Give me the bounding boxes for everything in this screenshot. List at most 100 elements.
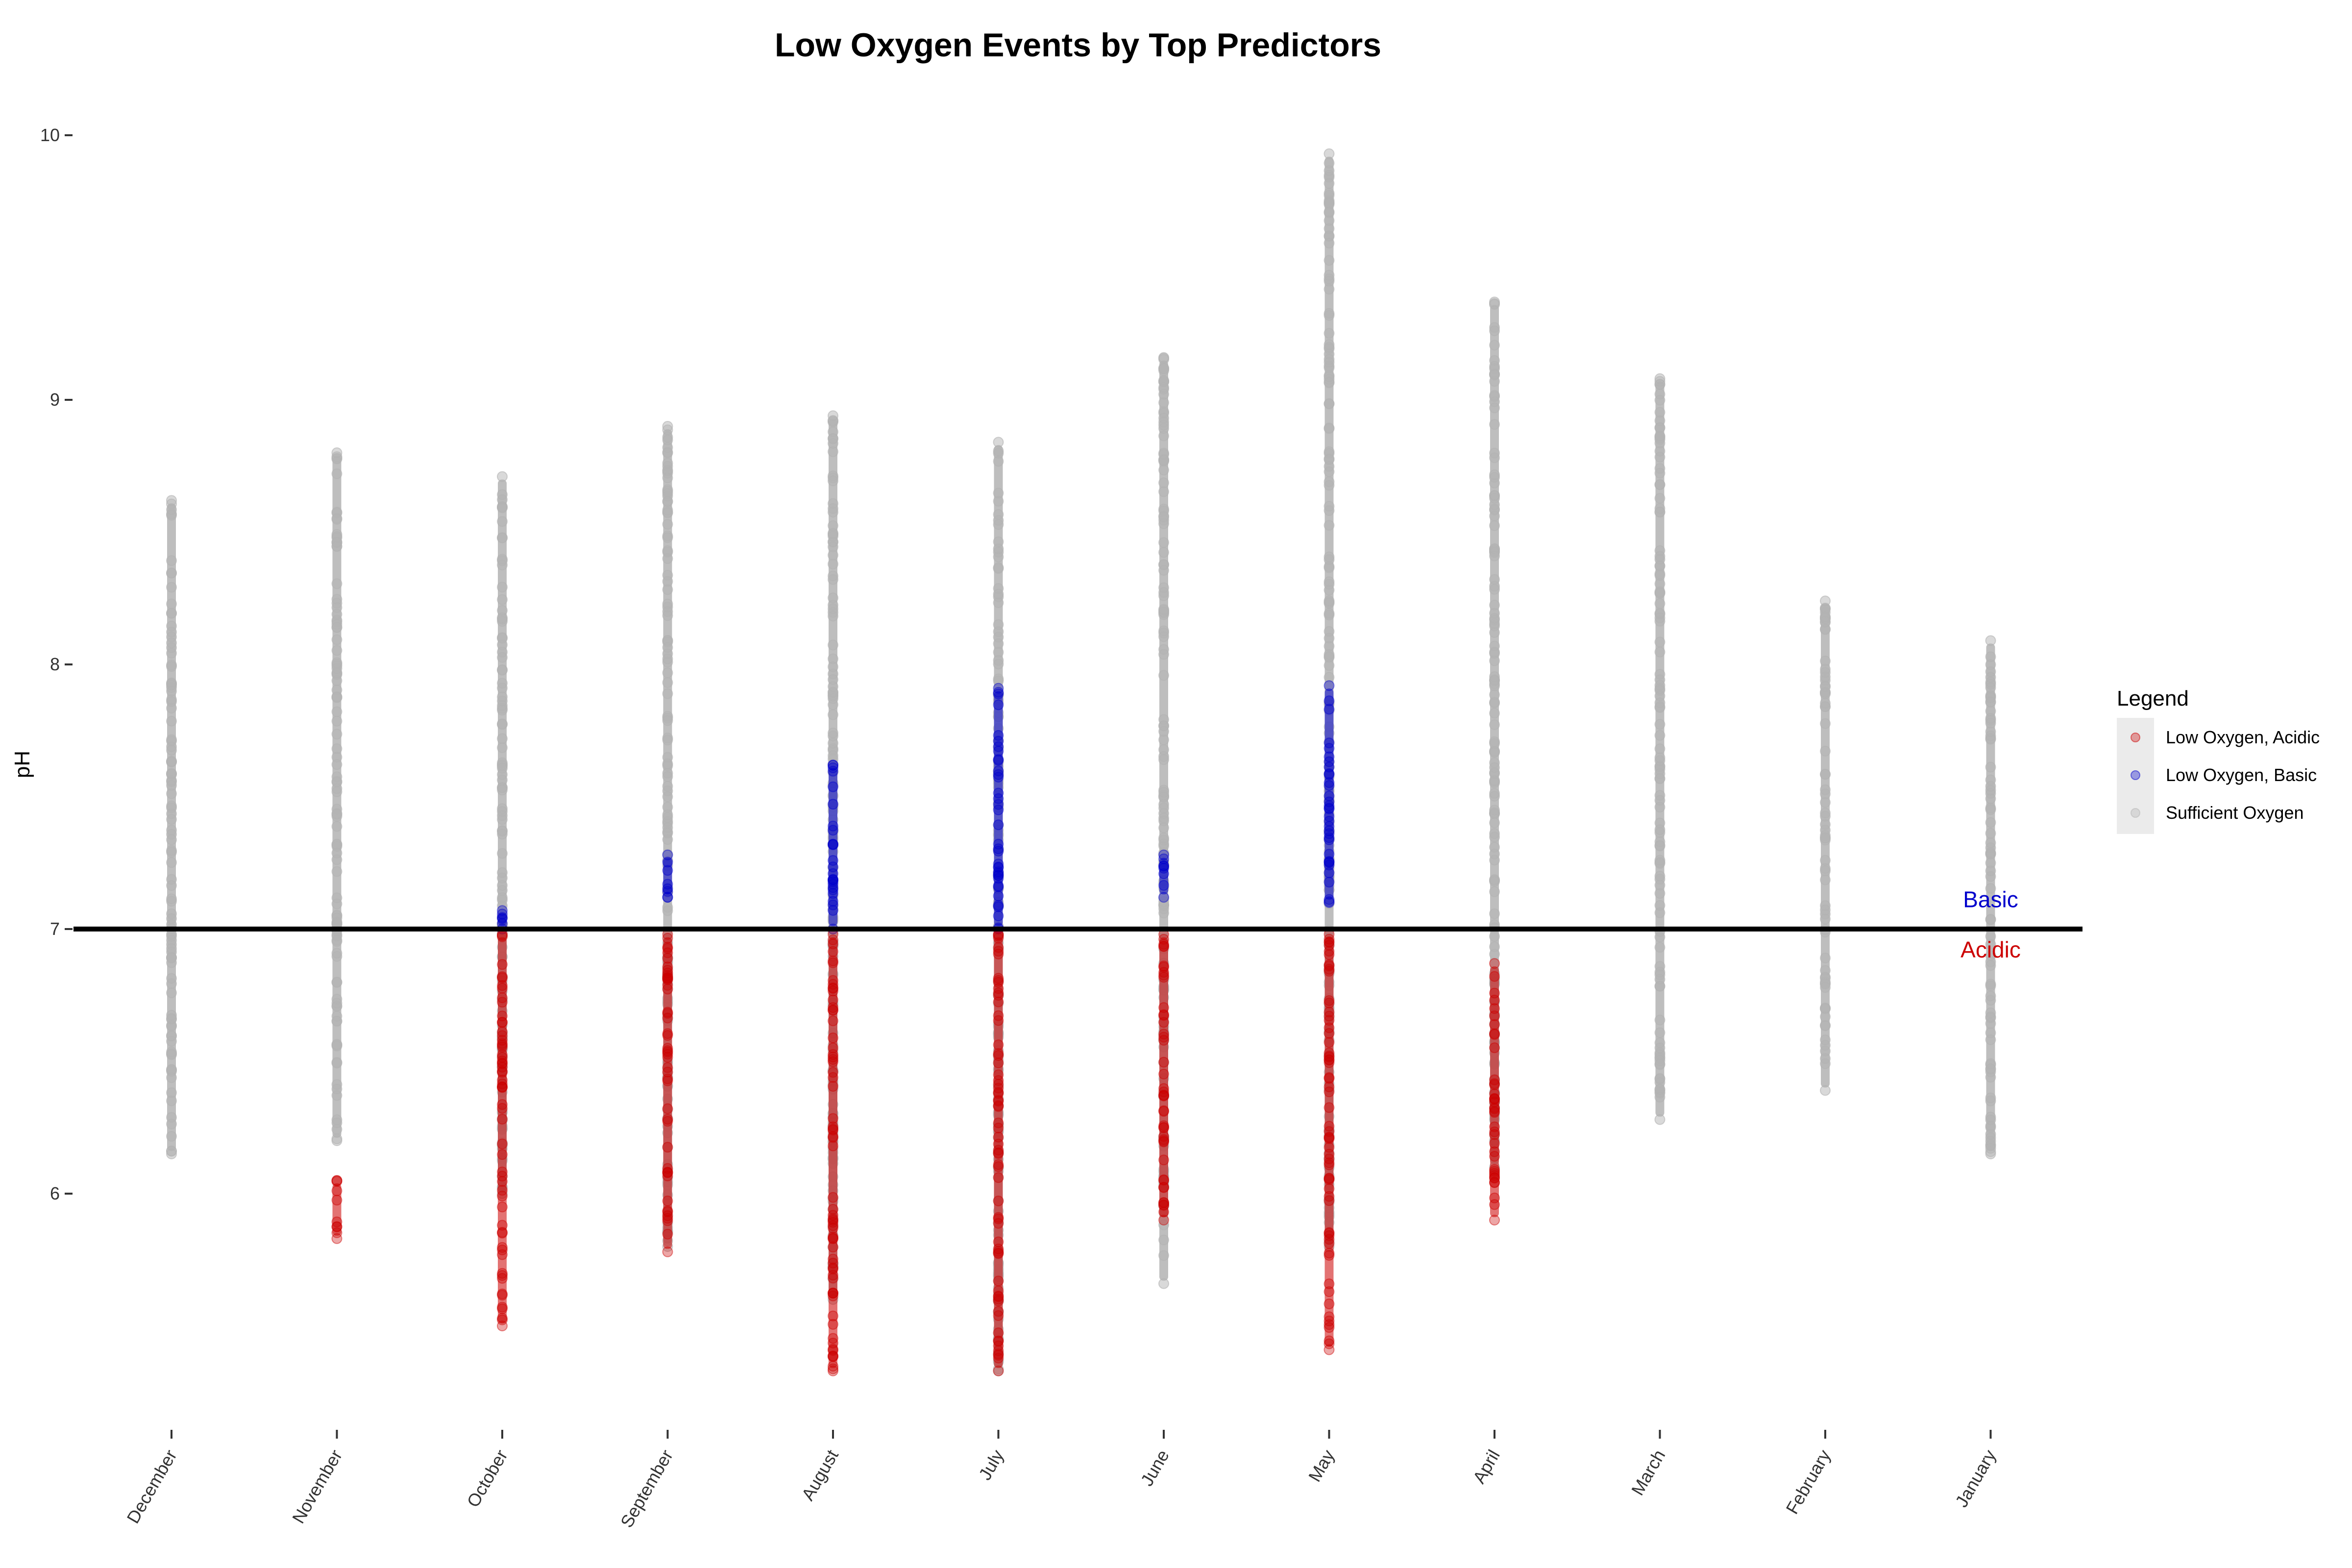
data-point: [662, 545, 673, 556]
data-point: [828, 1125, 838, 1136]
data-point: [331, 1039, 343, 1050]
data-point: [1489, 995, 1500, 1005]
data-point: [1654, 795, 1666, 806]
data-point: [828, 1231, 838, 1243]
data-point: [828, 985, 838, 997]
data-point: [828, 1223, 838, 1234]
data-point: [497, 1039, 508, 1051]
data-point: [331, 898, 343, 909]
data-point: [1489, 1164, 1500, 1175]
data-point: [1158, 1206, 1169, 1218]
data-point: [662, 421, 673, 432]
data-point: [1489, 1093, 1500, 1104]
data-point: [1489, 788, 1500, 799]
point-range-may: [1323, 929, 1335, 1355]
point-range-january: [1985, 635, 1996, 1159]
data-point: [497, 1313, 508, 1324]
data-point: [828, 975, 838, 986]
data-point: [1489, 1028, 1500, 1039]
data-point: [166, 715, 177, 727]
data-point: [1158, 537, 1169, 548]
data-point: [662, 677, 673, 688]
data-point: [497, 594, 508, 605]
data-point: [1985, 1011, 1996, 1023]
data-point: [331, 998, 343, 1009]
data-point: [1323, 308, 1335, 319]
data-point: [1985, 804, 1996, 815]
x-tick-label: March: [1627, 1446, 1669, 1499]
data-point: [993, 977, 1004, 988]
data-point: [1323, 1195, 1335, 1206]
point-range-december: [166, 495, 177, 1159]
data-point: [497, 700, 508, 711]
data-point: [828, 982, 838, 993]
data-point: [993, 1075, 1004, 1086]
data-point: [1323, 825, 1335, 836]
data-point: [828, 882, 838, 893]
data-point: [1654, 598, 1666, 609]
data-point: [993, 1101, 1004, 1112]
data-point: [828, 528, 838, 539]
data-point: [993, 673, 1004, 685]
data-point: [993, 1275, 1004, 1287]
data-point: [1654, 1092, 1666, 1103]
data-point: [1985, 1149, 1996, 1159]
data-point: [497, 1102, 508, 1114]
data-point: [993, 1335, 1004, 1347]
data-point: [1820, 913, 1831, 925]
data-point: [1323, 1133, 1335, 1144]
data-point: [1489, 1102, 1500, 1113]
data-point: [331, 1175, 343, 1186]
data-point: [1158, 465, 1169, 476]
legend-entry-label: Low Oxygen, Acidic: [2166, 727, 2320, 747]
data-point: [828, 1132, 838, 1143]
data-point: [828, 1344, 838, 1355]
data-point: [1323, 946, 1335, 957]
data-point: [497, 1226, 508, 1238]
data-point: [331, 771, 343, 783]
data-point: [662, 1142, 673, 1153]
data-point: [1158, 1136, 1169, 1148]
data-point: [166, 987, 177, 999]
data-point: [497, 1075, 508, 1086]
data-point: [1158, 1135, 1169, 1147]
data-point: [1158, 1090, 1169, 1101]
x-tick-label: June: [1136, 1446, 1173, 1490]
data-point: [1820, 688, 1831, 700]
data-point: [993, 1296, 1004, 1307]
data-point: [828, 934, 838, 946]
data-point: [166, 745, 177, 756]
data-point: [662, 1030, 673, 1041]
data-point: [1654, 683, 1666, 694]
data-point: [993, 1350, 1004, 1361]
data-point: [1654, 570, 1666, 581]
data-point: [497, 1057, 508, 1069]
data-point: [497, 1030, 508, 1041]
data-point: [1489, 1146, 1500, 1157]
data-point: [1323, 178, 1335, 189]
data-point: [828, 1273, 838, 1284]
data-point: [828, 1319, 838, 1330]
data-point: [497, 1081, 508, 1093]
data-point: [497, 733, 508, 744]
data-point: [331, 1010, 343, 1022]
data-point: [497, 1138, 508, 1150]
data-point: [331, 715, 343, 727]
data-point: [1158, 670, 1169, 681]
data-point: [828, 855, 838, 866]
data-point: [166, 788, 177, 799]
data-point: [1323, 1298, 1335, 1309]
data-point: [662, 781, 673, 792]
data-point: [662, 688, 673, 699]
data-point: [662, 983, 673, 995]
data-point: [993, 1291, 1004, 1301]
data-point: [1820, 832, 1831, 843]
data-point: [1489, 842, 1500, 853]
data-point: [331, 1176, 343, 1187]
data-point: [1654, 870, 1666, 882]
data-point: [1158, 455, 1169, 466]
data-point: [166, 880, 177, 891]
data-point: [497, 742, 508, 753]
data-point: [1489, 1215, 1500, 1225]
